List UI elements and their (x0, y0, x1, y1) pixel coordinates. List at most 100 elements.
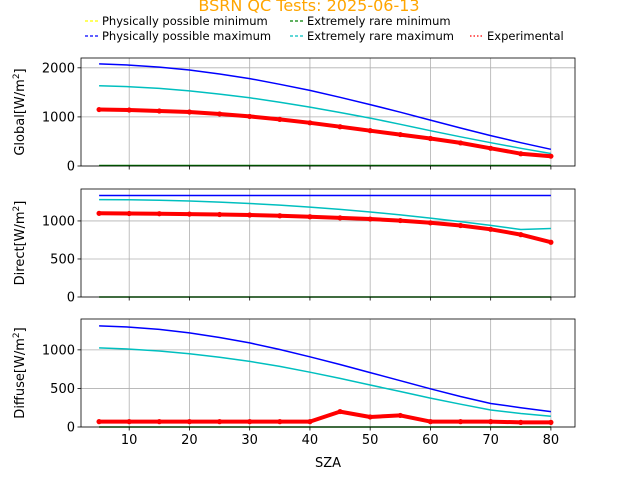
panel-1-experimental-point-12 (457, 222, 464, 229)
panel-0-series-0 (99, 63, 552, 151)
legend-label-2: Extremely rare minimum (307, 14, 451, 28)
panel-1-experimental-point-15 (548, 239, 554, 245)
panel-2-xtick-label-2: 30 (241, 433, 258, 448)
panel-1-experimental-line (97, 211, 553, 245)
panel-1-ylabel-unit: [W/m (13, 211, 28, 246)
panel-1-experimental-point-9 (367, 216, 373, 222)
panel-0-experimental-point-7 (307, 120, 313, 126)
panel-0-experimental-point-9 (367, 128, 373, 134)
panel-2-ytick-label-0: 0 (67, 421, 75, 436)
panel-1-ylabel-main: Direct (13, 246, 28, 285)
panel-2-ylabel: Diffuse[W/m2] (12, 327, 28, 418)
legend-label-3: Extremely rare maximum (307, 29, 454, 43)
panel-1-ylabel: Direct[W/m2] (12, 201, 28, 286)
panel-0-experimental-point-4 (216, 111, 223, 117)
panel-1-experimental-point-6 (277, 213, 283, 219)
panel-0-ylabel-sup: 2 (12, 73, 22, 79)
panel-0-experimental-point-11 (427, 135, 434, 142)
panel-2-ytick-label-2: 1000 (42, 343, 75, 358)
panel-1-series-experimental (96, 210, 554, 245)
panel-2-ylabel-unit: [W/m (13, 338, 28, 373)
panel-2-experimental-point-5 (247, 419, 253, 425)
panel-2-series-0 (99, 325, 551, 413)
panel-2-experimental-point-0 (96, 419, 102, 425)
panel-2-experimental-point-3 (186, 419, 193, 425)
panel-2-series-1 (99, 347, 551, 417)
panel-1-ylabel-sup: 2 (12, 206, 22, 212)
panel-2-xtick-label-7: 80 (543, 433, 560, 448)
panel-2-experimental-line (97, 409, 553, 425)
panel-2-experimental-point-9 (367, 414, 373, 420)
panel-1-experimental-point-10 (397, 217, 403, 224)
panel-1-experimental-point-4 (216, 211, 223, 218)
panel-2-ylabel-sup: 2 (12, 332, 22, 338)
panel-2-experimental-point-10 (397, 412, 403, 419)
panel-1-series-1 (99, 198, 551, 231)
panel-1-experimental-point-2 (156, 211, 162, 217)
panel-2-xtick-label-5: 60 (422, 433, 439, 448)
panel-2-series-experimental (96, 408, 554, 425)
panel-1-experimental-point-13 (488, 226, 494, 232)
panel-0-experimental-point-0 (96, 106, 102, 113)
panel-0-experimental-point-13 (488, 145, 494, 151)
panel-2-experimental-point-6 (277, 419, 283, 425)
panel-0-experimental-point-15 (548, 153, 554, 159)
panel-2-experimental-point-4 (216, 419, 223, 425)
panel-2-experimental-point-1 (126, 419, 132, 425)
panel-2-xtick-label-3: 40 (302, 433, 319, 448)
panel-0-experimental-point-14 (518, 151, 524, 157)
panel-1-experimental-point-14 (518, 232, 524, 238)
panel-2-frame (80, 318, 576, 428)
panel-0-series-experimental (96, 106, 554, 159)
panel-0-experimental-point-2 (156, 108, 162, 114)
panel-1-ytick-label-2: 1000 (42, 214, 75, 229)
panel-0-series-1 (99, 84, 552, 155)
panel-0-experimental-point-6 (277, 116, 283, 122)
legend-label-1: Physically possible maximum (102, 29, 271, 43)
panel-0-ylabel-close: ] (13, 68, 28, 73)
panel-0-experimental-point-5 (247, 113, 253, 120)
panel-2-experimental-point-2 (156, 419, 162, 425)
panel-0-ytick-label-2: 2000 (42, 61, 75, 76)
panel-0-ylabel-unit: [W/m (13, 79, 28, 114)
panel-0-frame (80, 57, 576, 167)
panel-1-ytick-label-1: 500 (50, 252, 75, 267)
panel-0-experimental-point-12 (457, 140, 464, 146)
figure-title: BSRN QC Tests: 2025-06-13 (198, 0, 419, 15)
panel-2-ylabel-main: Diffuse (13, 373, 28, 419)
panel-2-experimental-point-14 (518, 419, 524, 425)
legend-label-4: Experimental (487, 29, 564, 43)
panel-0-experimental-point-10 (397, 131, 403, 138)
panel-2-xtick-label-1: 20 (181, 433, 198, 448)
panel-0-ylabel: Global[W/m2] (12, 68, 28, 155)
panel-2-experimental-point-11 (427, 419, 434, 425)
panels: 010002000Global[W/m2]05001000Direct[W/m2… (12, 57, 576, 448)
panel-1-experimental-point-1 (126, 210, 132, 217)
panel-2-experimental-point-12 (457, 419, 464, 425)
panel-1-experimental-point-3 (186, 211, 193, 217)
panel-1-ylabel-close: ] (13, 201, 28, 206)
panel-2-experimental-point-15 (548, 419, 554, 425)
panel-0-experimental-point-3 (186, 109, 193, 115)
panel-1: 0 500 1000 Direct[W/m2] (12, 188, 576, 306)
panel-2-xtick-label-6: 70 (482, 433, 499, 448)
panel-1-experimental-point-8 (337, 215, 343, 221)
panel-0-ylabel-main: Global (13, 114, 28, 155)
panel-1-frame (80, 188, 576, 298)
panel-2-ytick-label-1: 500 (50, 382, 75, 397)
legend-label-0: Physically possible minimum (102, 14, 268, 28)
panel-1-experimental-point-5 (247, 212, 253, 218)
panel-0-experimental-point-1 (126, 107, 132, 113)
panel-2-experimental-point-7 (307, 419, 313, 425)
panel-0: 0 1000 2000 Global[W/m2] (12, 57, 576, 175)
panel-2-xtick-label-0: 10 (121, 433, 138, 448)
panel-0-experimental-point-8 (337, 124, 343, 130)
panel-0-ytick-label-0: 0 (67, 160, 75, 175)
panel-1-experimental-point-0 (96, 210, 102, 216)
panel-1-experimental-point-7 (307, 214, 313, 220)
panel-0-ytick-label-1: 1000 (42, 110, 75, 125)
panel-1-experimental-point-11 (427, 220, 434, 226)
panel-0-experimental-line (97, 107, 553, 159)
